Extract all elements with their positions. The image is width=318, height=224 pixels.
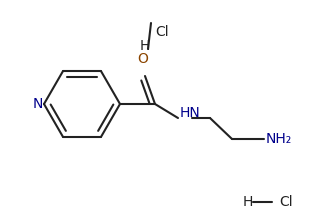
Text: H: H bbox=[140, 39, 150, 53]
Text: NH₂: NH₂ bbox=[266, 132, 292, 146]
Text: N: N bbox=[33, 97, 43, 111]
Text: Cl: Cl bbox=[279, 195, 293, 209]
Text: HN: HN bbox=[180, 106, 201, 120]
Text: O: O bbox=[138, 52, 149, 66]
Text: Cl: Cl bbox=[155, 25, 169, 39]
Text: H: H bbox=[243, 195, 253, 209]
